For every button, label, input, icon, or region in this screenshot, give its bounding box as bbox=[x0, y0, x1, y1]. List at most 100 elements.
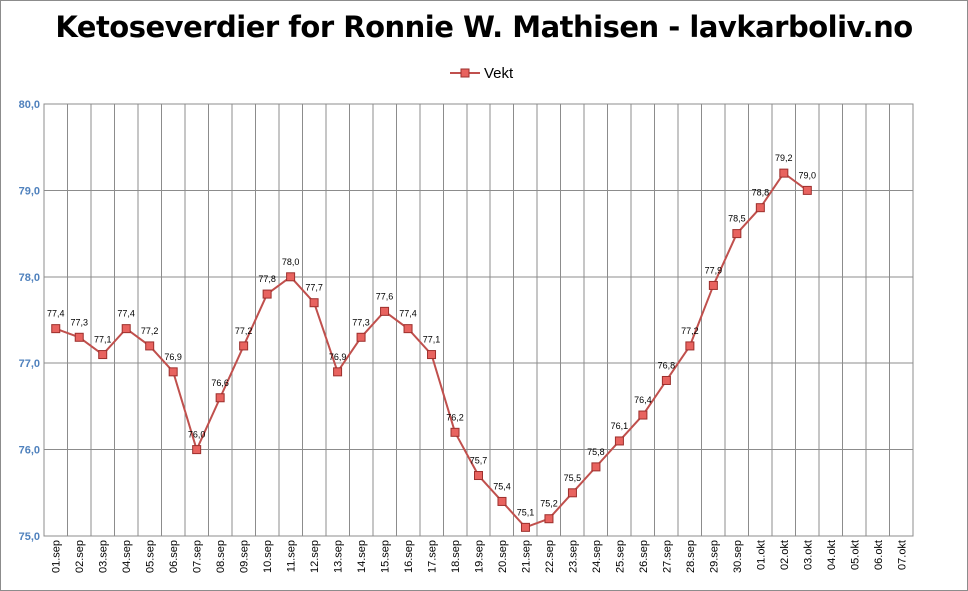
data-label: 79,2 bbox=[775, 153, 793, 163]
data-point bbox=[567, 488, 577, 498]
data-point bbox=[685, 341, 695, 351]
x-tick-label: 03.sep bbox=[98, 540, 110, 573]
x-tick-label: 20.sep bbox=[497, 540, 509, 573]
y-tick-label: 75,0 bbox=[19, 531, 40, 543]
x-tick-label: 07.okt bbox=[896, 540, 908, 570]
x-tick-label: 28.sep bbox=[685, 540, 697, 573]
data-point bbox=[333, 367, 343, 377]
data-label: 79,0 bbox=[799, 170, 817, 180]
data-label: 76,0 bbox=[188, 430, 206, 440]
data-label: 77,4 bbox=[47, 309, 65, 319]
data-label: 75,2 bbox=[540, 499, 558, 509]
data-point bbox=[661, 375, 671, 385]
data-point bbox=[380, 306, 390, 316]
data-point bbox=[779, 168, 789, 178]
x-tick-label: 26.sep bbox=[638, 540, 650, 573]
x-tick-label: 13.sep bbox=[333, 540, 345, 573]
x-tick-label: 12.sep bbox=[309, 540, 321, 573]
x-tick-label: 08.sep bbox=[215, 540, 227, 573]
x-tick-label: 07.sep bbox=[192, 540, 204, 573]
x-tick-label: 14.sep bbox=[356, 540, 368, 573]
data-point bbox=[98, 350, 108, 360]
data-point bbox=[474, 471, 483, 481]
data-point bbox=[450, 427, 460, 437]
x-tick-label: 02.sep bbox=[74, 540, 86, 573]
y-tick-label: 77,0 bbox=[19, 358, 40, 370]
data-point bbox=[309, 298, 319, 308]
data-point bbox=[520, 522, 530, 532]
data-label: 77,1 bbox=[94, 335, 112, 345]
x-tick-label: 11.sep bbox=[286, 540, 298, 572]
x-tick-label: 02.okt bbox=[779, 540, 791, 570]
data-point bbox=[427, 350, 437, 360]
x-tick-label: 04.sep bbox=[121, 540, 133, 573]
x-tick-label: 09.sep bbox=[239, 540, 251, 573]
x-tick-label: 27.sep bbox=[661, 540, 673, 573]
data-label: 76,1 bbox=[611, 421, 629, 431]
data-point bbox=[591, 462, 601, 472]
data-label: 77,7 bbox=[305, 283, 323, 293]
y-tick-label: 79,0 bbox=[19, 185, 40, 197]
data-label: 75,7 bbox=[470, 456, 488, 466]
y-tick-label: 76,0 bbox=[19, 445, 40, 457]
data-label: 77,4 bbox=[399, 309, 417, 319]
data-label: 75,5 bbox=[564, 473, 582, 483]
data-label: 77,1 bbox=[423, 335, 441, 345]
data-point bbox=[708, 280, 718, 290]
data-label: 77,2 bbox=[681, 326, 699, 336]
x-tick-label: 25.sep bbox=[614, 540, 626, 573]
data-point bbox=[497, 496, 507, 506]
data-point bbox=[403, 324, 413, 334]
data-point bbox=[74, 332, 84, 342]
x-tick-label: 01.okt bbox=[755, 540, 767, 570]
x-tick-label: 15.sep bbox=[380, 540, 392, 573]
data-point bbox=[755, 203, 765, 213]
x-tick-label: 06.okt bbox=[873, 540, 885, 570]
data-point bbox=[51, 324, 61, 334]
data-point bbox=[356, 332, 366, 342]
data-label: 77,3 bbox=[70, 317, 88, 327]
x-tick-label: 17.sep bbox=[427, 540, 439, 573]
data-point bbox=[802, 185, 812, 195]
data-label: 76,4 bbox=[634, 395, 652, 405]
x-tick-label: 04.okt bbox=[826, 540, 838, 570]
legend: Vekt bbox=[450, 62, 513, 84]
x-tick-label: 29.sep bbox=[708, 540, 720, 573]
data-label: 76,9 bbox=[164, 352, 182, 362]
plot-area bbox=[43, 103, 914, 537]
data-point bbox=[121, 324, 131, 334]
data-label: 77,3 bbox=[352, 317, 370, 327]
x-tick-label: 10.sep bbox=[262, 540, 274, 573]
x-tick-label: 05.okt bbox=[849, 540, 861, 570]
legend-label-vekt: Vekt bbox=[484, 64, 514, 82]
data-label: 77,8 bbox=[258, 274, 276, 284]
data-label: 77,9 bbox=[705, 265, 723, 275]
data-point bbox=[215, 393, 225, 403]
y-tick-label: 80,0 bbox=[19, 99, 40, 111]
data-label: 76,2 bbox=[446, 412, 464, 422]
x-tick-label: 03.okt bbox=[802, 540, 814, 570]
x-tick-label: 21.sep bbox=[520, 540, 532, 573]
data-point bbox=[192, 445, 202, 455]
data-point bbox=[262, 289, 272, 299]
data-label: 78,8 bbox=[752, 188, 770, 198]
legend-swatch-vekt bbox=[450, 68, 480, 78]
data-label: 78,5 bbox=[728, 214, 746, 224]
data-point bbox=[286, 272, 296, 282]
data-label: 77,6 bbox=[376, 291, 394, 301]
data-label: 77,2 bbox=[141, 326, 159, 336]
x-tick-label: 16.sep bbox=[403, 540, 415, 573]
x-tick-label: 19.sep bbox=[474, 540, 486, 573]
data-point bbox=[638, 410, 648, 420]
y-tick-label: 78,0 bbox=[19, 272, 40, 284]
x-tick-label: 01.sep bbox=[51, 540, 63, 573]
data-point bbox=[145, 341, 155, 351]
data-label: 77,2 bbox=[235, 326, 253, 336]
data-label: 77,4 bbox=[117, 309, 135, 319]
x-tick-label: 05.sep bbox=[145, 540, 157, 573]
x-tick-label: 30.sep bbox=[732, 540, 744, 573]
data-point bbox=[614, 436, 624, 446]
data-label: 76,6 bbox=[211, 378, 229, 388]
data-label: 75,4 bbox=[493, 481, 511, 491]
